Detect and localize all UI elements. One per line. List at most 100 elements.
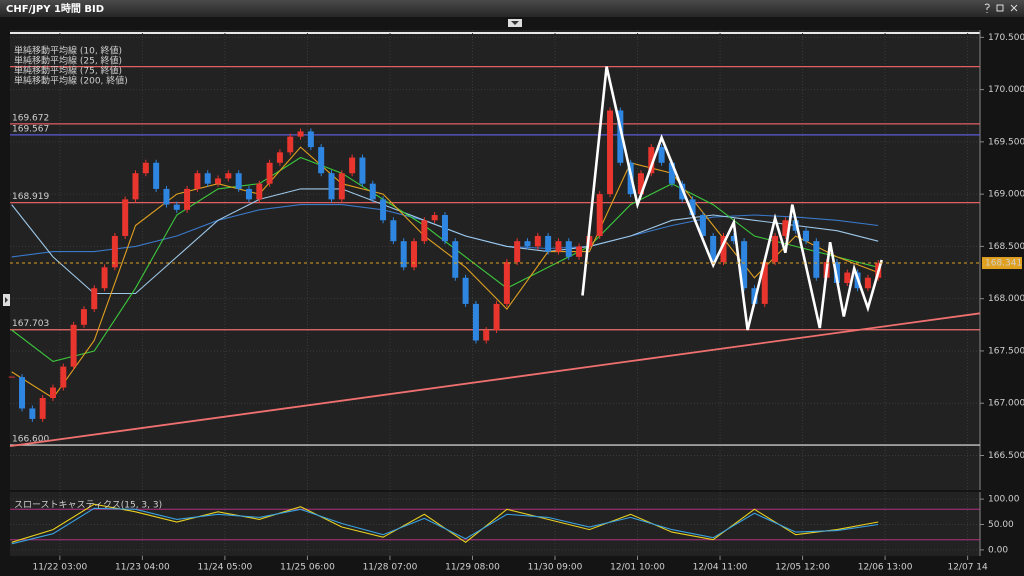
x-tick-label: 12/05 12:00 [775, 563, 830, 573]
candle [80, 309, 87, 325]
candle [132, 173, 139, 200]
candle [29, 408, 36, 419]
candle [256, 183, 263, 200]
candle [803, 230, 810, 242]
x-tick-label: 12/06 13:00 [858, 563, 913, 573]
candle [215, 178, 222, 184]
candle [49, 387, 56, 398]
y-tick-label: 0.00 [988, 545, 1008, 555]
y-tick-label: 167.500 [988, 346, 1024, 356]
candle [359, 157, 366, 184]
candle [245, 188, 252, 200]
candle [431, 215, 438, 221]
candle [751, 288, 758, 304]
x-tick-label: 12/07 14 [947, 563, 988, 573]
y-tick-label: 50.00 [988, 520, 1014, 530]
candle [844, 272, 851, 283]
candle [607, 110, 614, 195]
candle [287, 136, 294, 153]
candle [19, 377, 26, 409]
trend-line [9, 312, 981, 447]
candle [637, 173, 644, 195]
y-tick-label: 168.500 [988, 242, 1024, 252]
candle [483, 330, 490, 341]
level-label: 167.703 [12, 319, 49, 329]
candle [390, 220, 397, 242]
candle [153, 162, 160, 189]
level-label: 169.672 [12, 113, 49, 123]
candle [235, 173, 242, 189]
candle [276, 152, 283, 163]
window-buttons[interactable] [984, 3, 1018, 13]
candle [730, 235, 737, 242]
close-button[interactable] [1010, 4, 1018, 12]
level-label: 169.567 [12, 124, 49, 134]
candle [91, 288, 98, 310]
candle [173, 204, 180, 210]
x-tick-label: 11/24 05:00 [198, 563, 253, 573]
candle [596, 194, 603, 236]
candle [741, 241, 748, 289]
candle [441, 215, 448, 242]
candle [493, 303, 500, 331]
candle [39, 398, 46, 419]
candle [772, 235, 779, 263]
collapse-icon [511, 21, 519, 25]
candle [60, 366, 67, 388]
candle [534, 235, 541, 247]
candle [421, 220, 428, 242]
y-tick-label: 170.000 [988, 85, 1024, 95]
stoch-line [11, 507, 879, 545]
x-tick-label: 11/22 03:00 [32, 563, 87, 573]
candle [720, 235, 727, 263]
candle [8, 376, 15, 378]
y-tick-label: 169.500 [988, 137, 1024, 147]
legend-entry: 単純移動平均線 (25, 終値) [14, 55, 122, 67]
candle [194, 173, 201, 189]
candle [864, 277, 871, 289]
x-tick-label: 11/29 08:00 [445, 563, 500, 573]
y-tick-label: 168.000 [988, 294, 1024, 304]
y-tick-label: 166.500 [988, 451, 1024, 461]
candle [648, 147, 655, 174]
candle [689, 199, 696, 216]
candle [328, 173, 335, 200]
candle [545, 235, 552, 252]
x-tick-label: 12/01 10:00 [610, 563, 665, 573]
candle [658, 147, 665, 163]
zigzag-annotation [581, 66, 883, 331]
y-tick-label: 100.00 [988, 495, 1020, 505]
candle [576, 246, 583, 257]
candle [699, 215, 706, 236]
candle [813, 241, 820, 278]
candle [400, 241, 407, 268]
candle [142, 162, 149, 174]
candle [225, 173, 232, 179]
candle [514, 241, 521, 263]
x-tick-label: 11/23 04:00 [115, 563, 170, 573]
x-tick-label: 11/30 09:00 [528, 563, 583, 573]
candle [503, 262, 510, 304]
candle [761, 262, 768, 304]
side-icon [5, 297, 8, 303]
stoch-plot [10, 492, 980, 556]
candle [524, 241, 531, 247]
last-price-label: 168.341 [985, 259, 1022, 269]
candle [318, 147, 325, 174]
candle [163, 188, 170, 205]
y-tick-label: 169.000 [988, 190, 1024, 200]
x-tick-label: 12/04 11:00 [693, 563, 748, 573]
panel-title: スローストキャスティクス(15, 3, 3) [14, 500, 162, 511]
level-label: 166.600 [12, 435, 49, 445]
candle [297, 131, 304, 137]
candle [111, 235, 118, 268]
candle [411, 241, 418, 268]
legend-entry: 単純移動平均線 (10, 終値) [14, 45, 122, 57]
candle [338, 173, 345, 200]
maximize-button[interactable] [996, 4, 1004, 12]
help-button[interactable] [984, 3, 990, 13]
candle [184, 188, 191, 210]
